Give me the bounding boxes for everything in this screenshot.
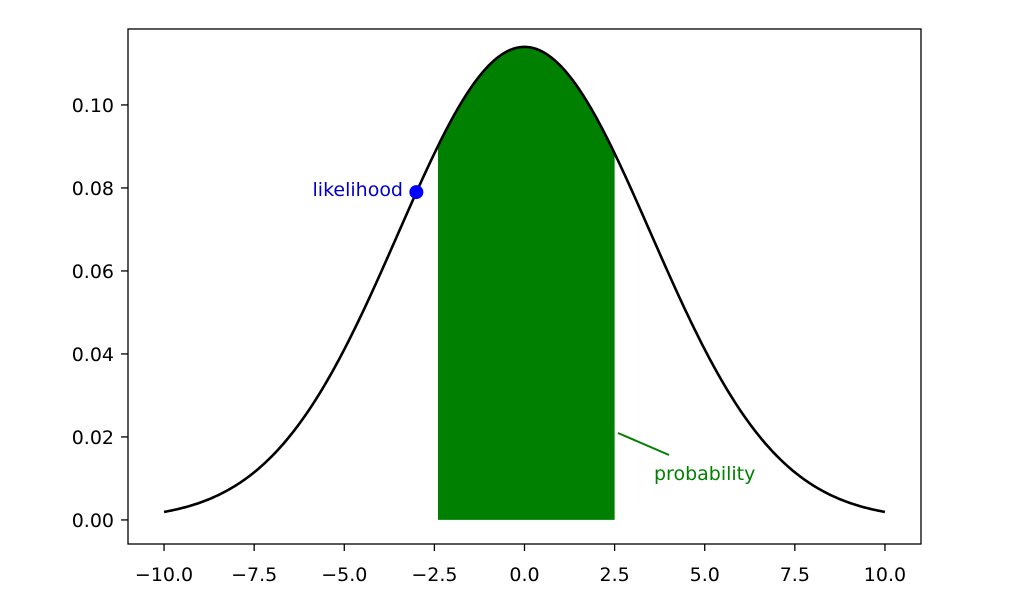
x-tick-label: −5.0 xyxy=(321,564,367,586)
y-axis: 0.00 0.02 0.04 0.06 0.08 0.10 xyxy=(72,95,128,532)
density-curve xyxy=(163,45,886,514)
x-tick-label: −7.5 xyxy=(231,564,277,586)
x-tick-label: 5.0 xyxy=(690,564,720,586)
y-tick-label: 0.08 xyxy=(72,178,114,200)
point-layer xyxy=(409,185,424,200)
x-tick-label: 10.0 xyxy=(864,564,906,586)
y-tick-label: 0.10 xyxy=(72,95,114,117)
probability-leader-line xyxy=(617,432,670,456)
y-tick-label: 0.04 xyxy=(72,344,114,366)
x-tick-label: 2.5 xyxy=(600,564,630,586)
likelihood-label: likelihood xyxy=(313,179,403,201)
probability-label: probability xyxy=(654,463,755,485)
annotation-layer: probability likelihood xyxy=(313,179,756,485)
x-axis: −10.0 −7.5 −5.0 −2.5 0.0 2.5 5.0 7.5 10.0 xyxy=(135,544,906,586)
probability-area xyxy=(437,46,615,520)
x-tick-label: 0.0 xyxy=(509,564,539,586)
y-tick-label: 0.02 xyxy=(72,427,114,449)
x-tick-label: −2.5 xyxy=(411,564,457,586)
x-tick-label: −10.0 xyxy=(135,564,193,586)
shaded-region-layer xyxy=(437,46,615,520)
y-tick-label: 0.06 xyxy=(72,261,114,283)
likelihood-point xyxy=(409,185,424,200)
x-tick-label: 7.5 xyxy=(780,564,810,586)
curve-layer xyxy=(163,45,886,514)
y-tick-label: 0.00 xyxy=(72,510,114,532)
